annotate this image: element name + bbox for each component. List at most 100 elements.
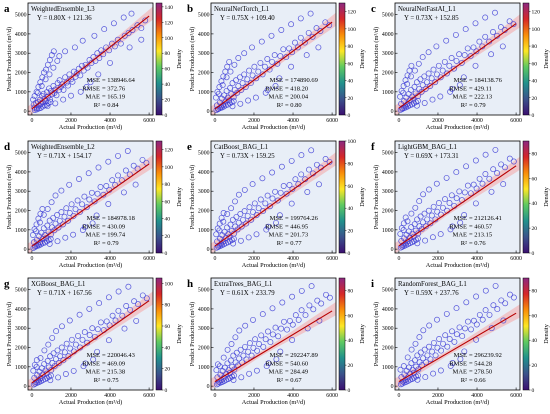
data-point	[451, 338, 458, 345]
panel-title: LightGBM_BAG_L1	[398, 144, 457, 151]
metric-name-mae: MAE	[453, 232, 467, 239]
plot-content	[211, 10, 336, 115]
data-point	[439, 67, 446, 74]
plot-frame	[394, 2, 521, 116]
data-point	[446, 62, 453, 69]
data-point	[55, 374, 62, 381]
data-point	[289, 293, 296, 300]
metric-name-r2: R²	[94, 240, 100, 247]
data-point	[85, 170, 92, 177]
data-point	[62, 74, 69, 81]
data-point	[50, 48, 57, 55]
data-point	[236, 74, 243, 81]
data-point	[132, 181, 139, 188]
data-point	[63, 340, 70, 347]
data-point	[461, 189, 468, 196]
x-tick-label: 4000	[287, 118, 299, 124]
data-point	[318, 300, 325, 307]
data-point	[223, 87, 230, 94]
data-point	[36, 219, 43, 226]
data-point	[439, 204, 446, 211]
data-point	[220, 210, 227, 216]
colorbar-tick-label: 40	[348, 79, 354, 85]
data-point	[138, 36, 145, 43]
data-point	[426, 343, 432, 350]
data-point	[482, 14, 489, 21]
data-point	[128, 10, 135, 17]
data-point	[244, 76, 251, 83]
data-point	[449, 85, 455, 92]
data-point	[34, 89, 41, 96]
data-point	[143, 295, 150, 302]
y-tick-label: 3000	[198, 189, 210, 195]
x-tick-label: 4000	[471, 118, 483, 124]
data-point	[110, 20, 117, 27]
data-point	[412, 340, 419, 347]
data-point	[479, 316, 486, 323]
y-tick-label: 4000	[382, 307, 394, 313]
data-point	[315, 44, 322, 51]
y-axis-label: Predict Production (m³/d)	[6, 302, 13, 367]
x-tick-label: 4000	[471, 393, 483, 399]
data-point	[510, 294, 517, 301]
colorbar-tick-label: 20	[532, 96, 538, 102]
panel-letter: h	[187, 278, 193, 290]
data-point	[488, 51, 495, 58]
data-point	[50, 64, 57, 71]
data-point	[490, 302, 497, 309]
data-point	[264, 86, 271, 93]
plot-frame	[210, 140, 337, 254]
data-point	[126, 44, 133, 51]
data-point	[213, 231, 220, 238]
data-point	[109, 312, 116, 319]
metric-value-mse: = 184978.18	[102, 215, 135, 222]
data-point	[425, 207, 432, 214]
data-point	[94, 190, 101, 197]
fit-equation: Y = 0.59X + 237.76	[404, 290, 459, 297]
data-point	[70, 212, 77, 219]
data-point	[103, 318, 110, 325]
plot-content	[395, 282, 520, 390]
data-point	[414, 235, 421, 242]
data-point	[305, 29, 312, 36]
data-point	[434, 71, 440, 78]
data-point	[422, 85, 429, 92]
data-point	[79, 227, 86, 233]
data-point	[276, 75, 283, 82]
y-tick-label: 1000	[198, 365, 210, 371]
colorbar-tick-label: 80	[165, 303, 171, 309]
x-tick-label: 2000	[432, 118, 444, 124]
colorbar-tick-label: 80	[348, 288, 354, 294]
data-point	[468, 326, 474, 333]
data-point	[47, 353, 54, 360]
y-tick-label: 0	[391, 384, 394, 390]
data-point	[250, 344, 257, 351]
data-point	[87, 79, 94, 86]
y-tick-label: 4000	[382, 32, 394, 38]
data-point	[437, 231, 444, 238]
data-point	[252, 336, 259, 343]
data-point	[326, 22, 333, 29]
metric-value-rmse: = 446.95	[285, 223, 308, 230]
data-point	[473, 185, 480, 192]
colorbar	[522, 2, 530, 116]
data-point	[476, 175, 483, 182]
data-point	[326, 294, 333, 301]
y-axis-label: Predict Production (m³/d)	[373, 302, 380, 367]
data-point	[91, 198, 98, 205]
plot-frame	[27, 2, 154, 116]
data-point	[457, 356, 464, 363]
data-point	[408, 62, 415, 69]
colorbar-tick-label: 120	[165, 148, 174, 154]
fit-equation: Y = 0.71X + 154.17	[37, 153, 92, 160]
data-point	[237, 346, 244, 353]
data-point	[289, 321, 296, 328]
data-point	[268, 32, 275, 39]
data-point	[245, 348, 252, 355]
data-point	[134, 22, 141, 29]
colorbar-tick-label: 20	[348, 229, 354, 235]
metric-value-mse: = 220046.43	[102, 352, 135, 359]
colorbar-tick-label: 100	[165, 36, 174, 42]
colorbar-tick-label: 0	[532, 113, 535, 119]
x-tick-label: 2000	[248, 393, 260, 399]
